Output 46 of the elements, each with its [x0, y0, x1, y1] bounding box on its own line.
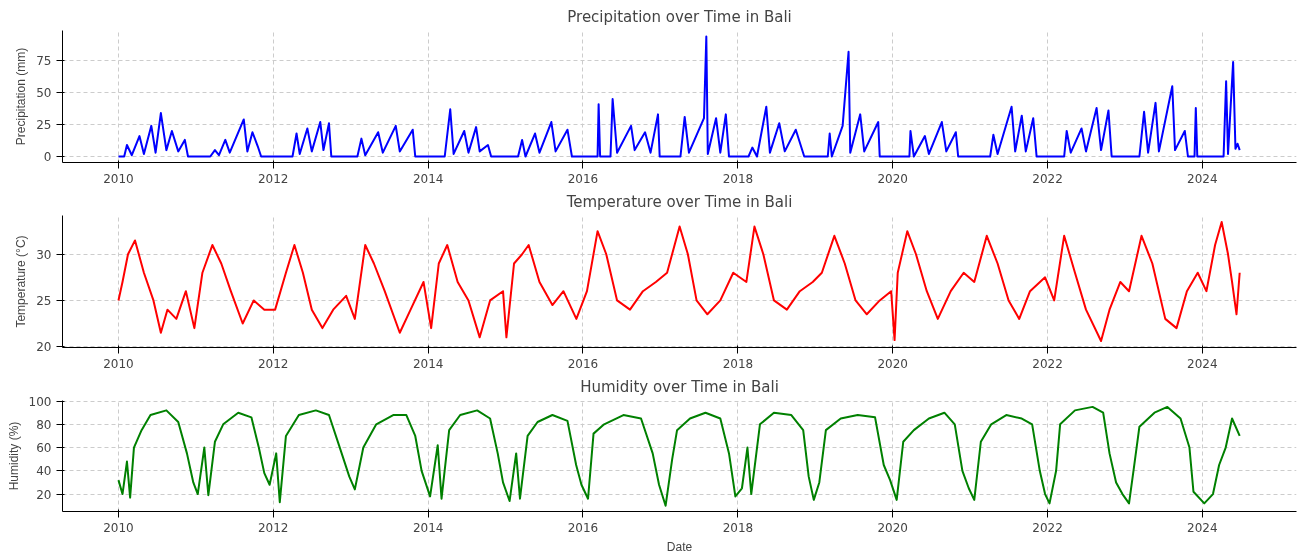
- x-tick-label: 2020: [877, 171, 908, 186]
- y-tick-label: 30: [36, 247, 52, 262]
- x-tick-label: 2024: [1187, 520, 1218, 535]
- x-tick-label: 2012: [257, 171, 289, 186]
- y-tick-label: 40: [36, 464, 52, 479]
- x-tick-label: 2018: [722, 356, 754, 371]
- x-tick-label: 2016: [567, 356, 599, 371]
- y-axis-title: Humidity (%): [6, 421, 21, 491]
- y-tick-label: 20: [36, 487, 52, 502]
- y-tick-label: 20: [36, 340, 52, 355]
- chart-title: Precipitation over Time in Bali: [567, 7, 792, 26]
- y-tick-label: 0: [43, 150, 52, 164]
- y-tick-label: 75: [36, 54, 52, 69]
- x-tick-label: 2010: [103, 171, 134, 186]
- x-tick-label: 2016: [567, 171, 599, 186]
- y-axis-title: Temperature (°C): [14, 235, 29, 328]
- x-tick-label: 2014: [412, 171, 444, 186]
- x-tick-label: 2018: [722, 171, 754, 186]
- x-tick-label: 2012: [257, 356, 289, 371]
- y-tick-label: 25: [36, 293, 52, 308]
- line-series: [117, 35, 1241, 158]
- y-tick-label: 60: [36, 441, 52, 456]
- y-tick-label: 50: [36, 86, 52, 101]
- x-tick-label: 2010: [103, 356, 134, 371]
- line-series: [117, 220, 1241, 343]
- chart-title: Humidity over Time in Bali: [580, 377, 779, 396]
- x-tick-label: 2022: [1032, 356, 1063, 371]
- y-axis-title: Precipitation (mm): [14, 47, 29, 146]
- x-tick-label: 2022: [1032, 171, 1063, 186]
- x-tick-label: 2014: [412, 520, 444, 535]
- x-axis-title: Date: [666, 539, 693, 554]
- y-tick-label: 100: [28, 394, 52, 409]
- line-series: [117, 405, 1241, 507]
- y-tick-label: 25: [36, 118, 52, 133]
- y-tick-label: 80: [36, 417, 52, 432]
- x-tick-label: 2024: [1187, 171, 1218, 186]
- x-tick-label: 2010: [103, 520, 134, 535]
- chart-title: Temperature over Time in Bali: [565, 192, 793, 211]
- x-tick-label: 2018: [722, 520, 754, 535]
- x-tick-label: 2020: [877, 356, 908, 371]
- x-tick-label: 2012: [257, 520, 289, 535]
- x-tick-label: 2014: [412, 356, 444, 371]
- x-tick-label: 2016: [567, 520, 599, 535]
- x-tick-label: 2020: [877, 520, 908, 535]
- x-tick-label: 2024: [1187, 356, 1218, 371]
- x-tick-label: 2022: [1032, 520, 1063, 535]
